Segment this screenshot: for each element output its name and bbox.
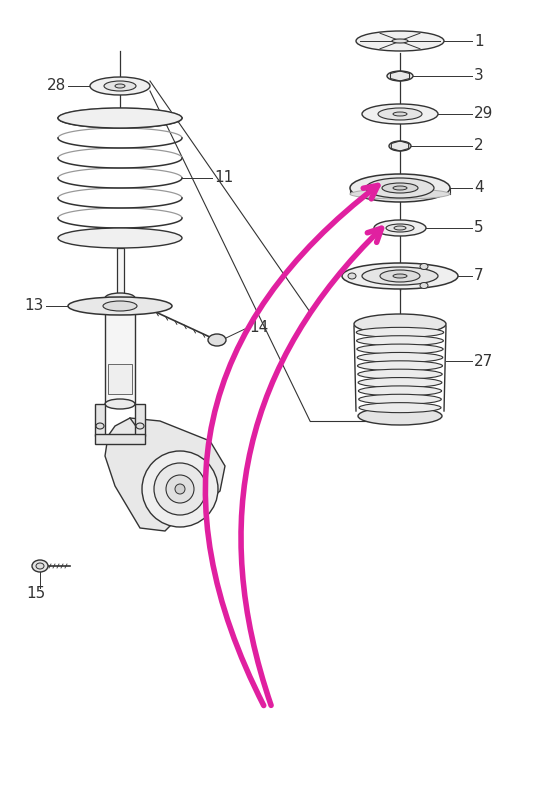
Ellipse shape xyxy=(175,484,185,494)
Ellipse shape xyxy=(103,301,137,311)
Ellipse shape xyxy=(154,463,206,515)
Ellipse shape xyxy=(387,71,413,81)
Ellipse shape xyxy=(136,423,144,429)
Ellipse shape xyxy=(342,263,458,289)
Ellipse shape xyxy=(142,451,218,527)
Ellipse shape xyxy=(358,369,442,379)
Ellipse shape xyxy=(358,386,441,396)
Text: 11: 11 xyxy=(214,171,233,185)
Ellipse shape xyxy=(358,407,442,425)
Ellipse shape xyxy=(366,178,434,198)
Text: 2: 2 xyxy=(474,138,484,153)
Text: 1: 1 xyxy=(474,34,484,49)
Ellipse shape xyxy=(362,267,438,285)
Ellipse shape xyxy=(362,104,438,124)
Text: 3: 3 xyxy=(474,68,484,83)
Text: 14: 14 xyxy=(249,321,268,336)
Ellipse shape xyxy=(208,334,226,346)
Ellipse shape xyxy=(393,274,407,278)
Ellipse shape xyxy=(104,81,136,91)
Text: 29: 29 xyxy=(474,106,494,122)
Ellipse shape xyxy=(58,108,182,128)
Text: 7: 7 xyxy=(474,269,484,284)
Ellipse shape xyxy=(36,563,44,569)
Bar xyxy=(108,364,132,394)
Ellipse shape xyxy=(359,395,441,404)
Ellipse shape xyxy=(105,399,135,409)
Ellipse shape xyxy=(358,377,442,387)
Ellipse shape xyxy=(90,77,150,95)
Ellipse shape xyxy=(68,297,172,315)
Ellipse shape xyxy=(357,361,443,371)
Ellipse shape xyxy=(386,224,414,232)
Bar xyxy=(95,434,145,444)
Ellipse shape xyxy=(166,475,194,503)
Ellipse shape xyxy=(357,344,443,354)
Ellipse shape xyxy=(359,402,441,413)
Ellipse shape xyxy=(357,352,443,362)
Text: 4: 4 xyxy=(474,181,484,196)
Bar xyxy=(105,298,135,404)
Ellipse shape xyxy=(356,31,444,51)
Ellipse shape xyxy=(96,423,104,429)
Text: 27: 27 xyxy=(474,354,493,369)
Ellipse shape xyxy=(350,189,450,199)
Ellipse shape xyxy=(389,141,411,151)
Ellipse shape xyxy=(356,327,444,337)
Ellipse shape xyxy=(380,270,420,282)
Ellipse shape xyxy=(32,560,48,572)
Ellipse shape xyxy=(354,314,446,334)
Polygon shape xyxy=(105,418,225,531)
Bar xyxy=(117,248,124,296)
Text: 13: 13 xyxy=(24,299,44,314)
Text: 15: 15 xyxy=(27,586,46,601)
Bar xyxy=(135,404,145,436)
Ellipse shape xyxy=(393,186,407,190)
Ellipse shape xyxy=(392,39,408,43)
Text: 28: 28 xyxy=(47,79,66,94)
Ellipse shape xyxy=(378,108,422,120)
Ellipse shape xyxy=(374,220,426,236)
Ellipse shape xyxy=(348,273,356,279)
Bar xyxy=(95,404,105,436)
Ellipse shape xyxy=(382,183,418,193)
Ellipse shape xyxy=(357,336,444,346)
Ellipse shape xyxy=(393,112,407,116)
Ellipse shape xyxy=(394,226,406,230)
Ellipse shape xyxy=(105,293,135,303)
Ellipse shape xyxy=(420,263,428,270)
Ellipse shape xyxy=(58,228,182,248)
Ellipse shape xyxy=(115,84,125,88)
Ellipse shape xyxy=(350,174,450,202)
Ellipse shape xyxy=(420,282,428,288)
Text: 5: 5 xyxy=(474,221,484,236)
